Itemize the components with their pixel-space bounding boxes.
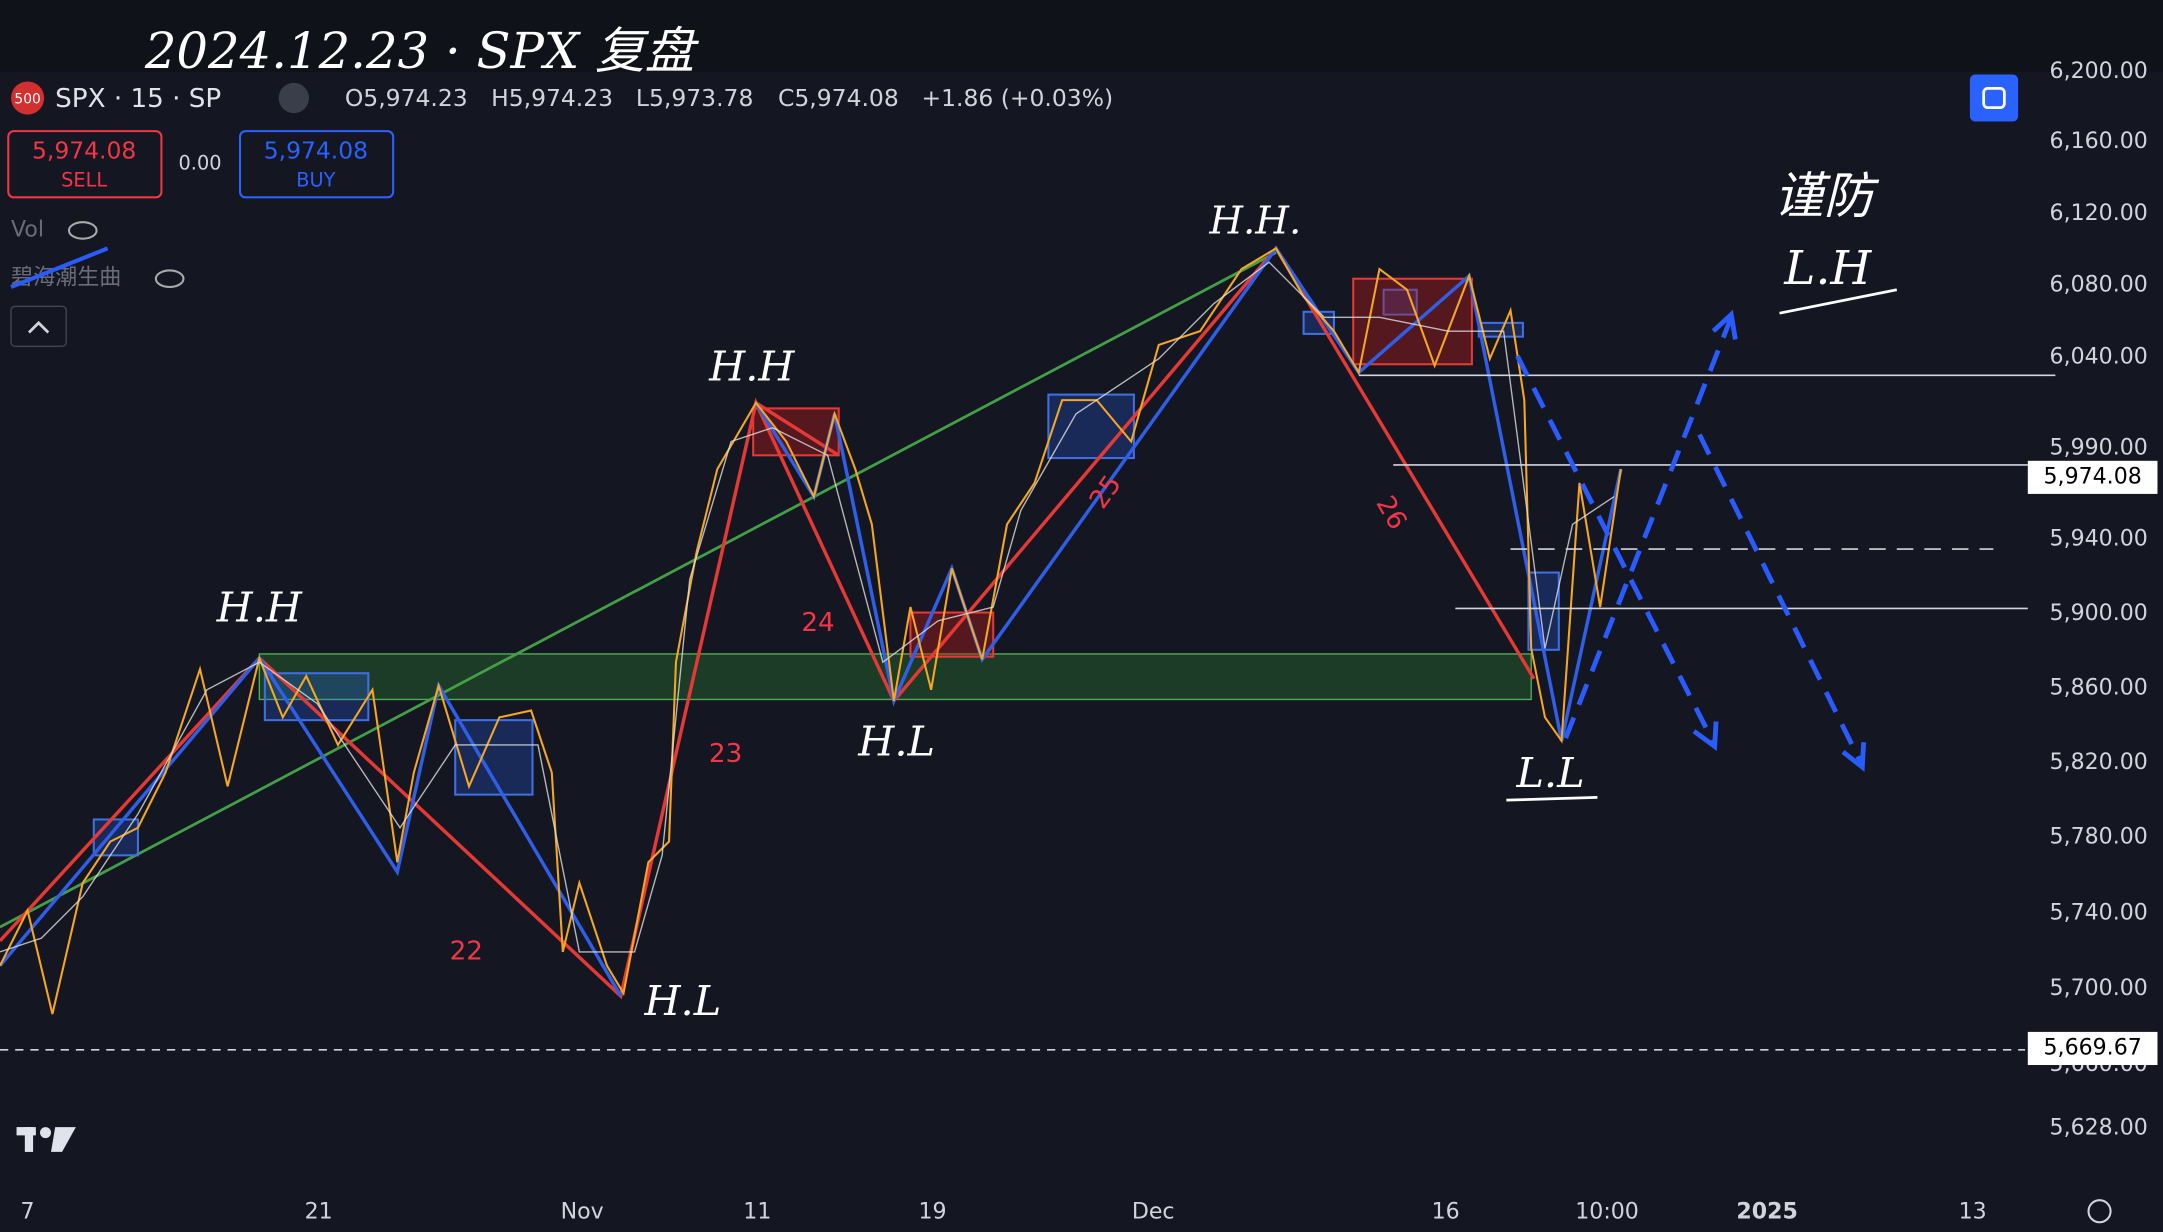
low: L5,973.78 bbox=[636, 84, 753, 112]
price-line bbox=[0, 246, 1622, 1015]
hide-icon[interactable] bbox=[154, 269, 185, 289]
time-label: 21 bbox=[305, 1200, 333, 1225]
time-label: Nov bbox=[561, 1200, 604, 1225]
price-label: 6,040.00 bbox=[2050, 344, 2148, 369]
high: H5,974.23 bbox=[491, 84, 613, 112]
price-label: 6,160.00 bbox=[2050, 129, 2148, 154]
close: C5,974.08 bbox=[778, 84, 899, 112]
underline bbox=[1779, 288, 1898, 315]
hide-icon[interactable] bbox=[67, 221, 98, 240]
time-label: 7 bbox=[21, 1200, 35, 1225]
wave-number: 22 bbox=[450, 936, 483, 966]
collapse-button[interactable] bbox=[278, 82, 309, 114]
point-label: L.L bbox=[1515, 749, 1584, 797]
time-label: 2025 bbox=[1736, 1200, 1797, 1225]
point-label: H.L bbox=[643, 977, 721, 1025]
price-label: 5,990.00 bbox=[2050, 435, 2148, 460]
point-label: H.H. bbox=[1208, 199, 1301, 244]
point-label: H.H bbox=[708, 342, 795, 390]
layout-button[interactable] bbox=[1969, 74, 2019, 122]
symbol: SPX · 15 · SP bbox=[55, 84, 221, 114]
price-label: 5,900.00 bbox=[2050, 601, 2148, 626]
sell-label: SELL bbox=[61, 168, 107, 191]
price-label: 5,940.00 bbox=[2050, 526, 2148, 551]
price-label: 5,740.00 bbox=[2050, 900, 2148, 925]
buy-price: 5,974.08 bbox=[264, 136, 368, 164]
price-label: 6,080.00 bbox=[2050, 273, 2148, 298]
title: 2024.12.23 · SPX 复盘 bbox=[144, 22, 700, 80]
marked-price: 5,669.67 bbox=[2044, 1035, 2142, 1060]
point-label: H.H bbox=[216, 584, 303, 632]
collapse-toggle[interactable] bbox=[10, 305, 67, 348]
time-label: 19 bbox=[918, 1200, 946, 1225]
price-label: 6,200.00 bbox=[2050, 59, 2148, 84]
buy-button[interactable] bbox=[238, 130, 395, 199]
settings[interactable] bbox=[2087, 1199, 2112, 1224]
price-label: 6,120.00 bbox=[2050, 201, 2148, 226]
price-label: 5,860.00 bbox=[2050, 675, 2148, 700]
trend-line bbox=[0, 251, 1277, 929]
price-label: 5,700.00 bbox=[2050, 976, 2148, 1001]
layout-icon bbox=[1982, 86, 2006, 110]
time-label: 13 bbox=[1959, 1200, 1987, 1225]
badge-text: 500 bbox=[14, 91, 40, 107]
wave-number: 23 bbox=[709, 739, 742, 769]
sell-price: 5,974.08 bbox=[32, 136, 136, 164]
logo bbox=[16, 1127, 76, 1152]
levels bbox=[0, 374, 2056, 1051]
chevron bbox=[27, 320, 50, 334]
forecast-arrows bbox=[1515, 309, 1867, 772]
time-label: Dec bbox=[1132, 1200, 1175, 1225]
price-ticks bbox=[0, 261, 1615, 953]
marked-price-tag bbox=[2027, 1031, 2158, 1066]
underline bbox=[1506, 796, 1598, 802]
price-label: 5,820.00 bbox=[2050, 750, 2148, 775]
time-label: 11 bbox=[743, 1200, 771, 1225]
scribble bbox=[10, 246, 109, 289]
badge bbox=[11, 81, 45, 115]
warning: 谨防 bbox=[1774, 167, 1880, 225]
time-label: 16 bbox=[1432, 1200, 1460, 1225]
sell-button[interactable] bbox=[7, 130, 163, 199]
axes: 6,200.00 6,160.00 6,120.00 6,080.00 6,040.00… bbox=[21, 59, 2158, 1225]
open: O5,974.23 bbox=[345, 84, 468, 112]
current-price: 5,974.08 bbox=[2044, 464, 2142, 489]
buy-label: BUY bbox=[296, 168, 335, 191]
warning: L.H bbox=[1783, 241, 1872, 296]
top-strip bbox=[0, 0, 2163, 72]
price-label: 5,780.00 bbox=[2050, 824, 2148, 849]
indicator-vol: Vol bbox=[11, 217, 44, 242]
wave-number: 24 bbox=[801, 608, 834, 638]
point-label: H.L bbox=[857, 717, 935, 765]
spread: 0.00 bbox=[179, 152, 222, 175]
current-price-tag bbox=[2027, 460, 2158, 494]
time-label: 10:00 bbox=[1575, 1200, 1639, 1225]
price-label: 5,628.00 bbox=[2050, 1115, 2148, 1140]
change: +1.86 (+0.03%) bbox=[921, 84, 1113, 112]
